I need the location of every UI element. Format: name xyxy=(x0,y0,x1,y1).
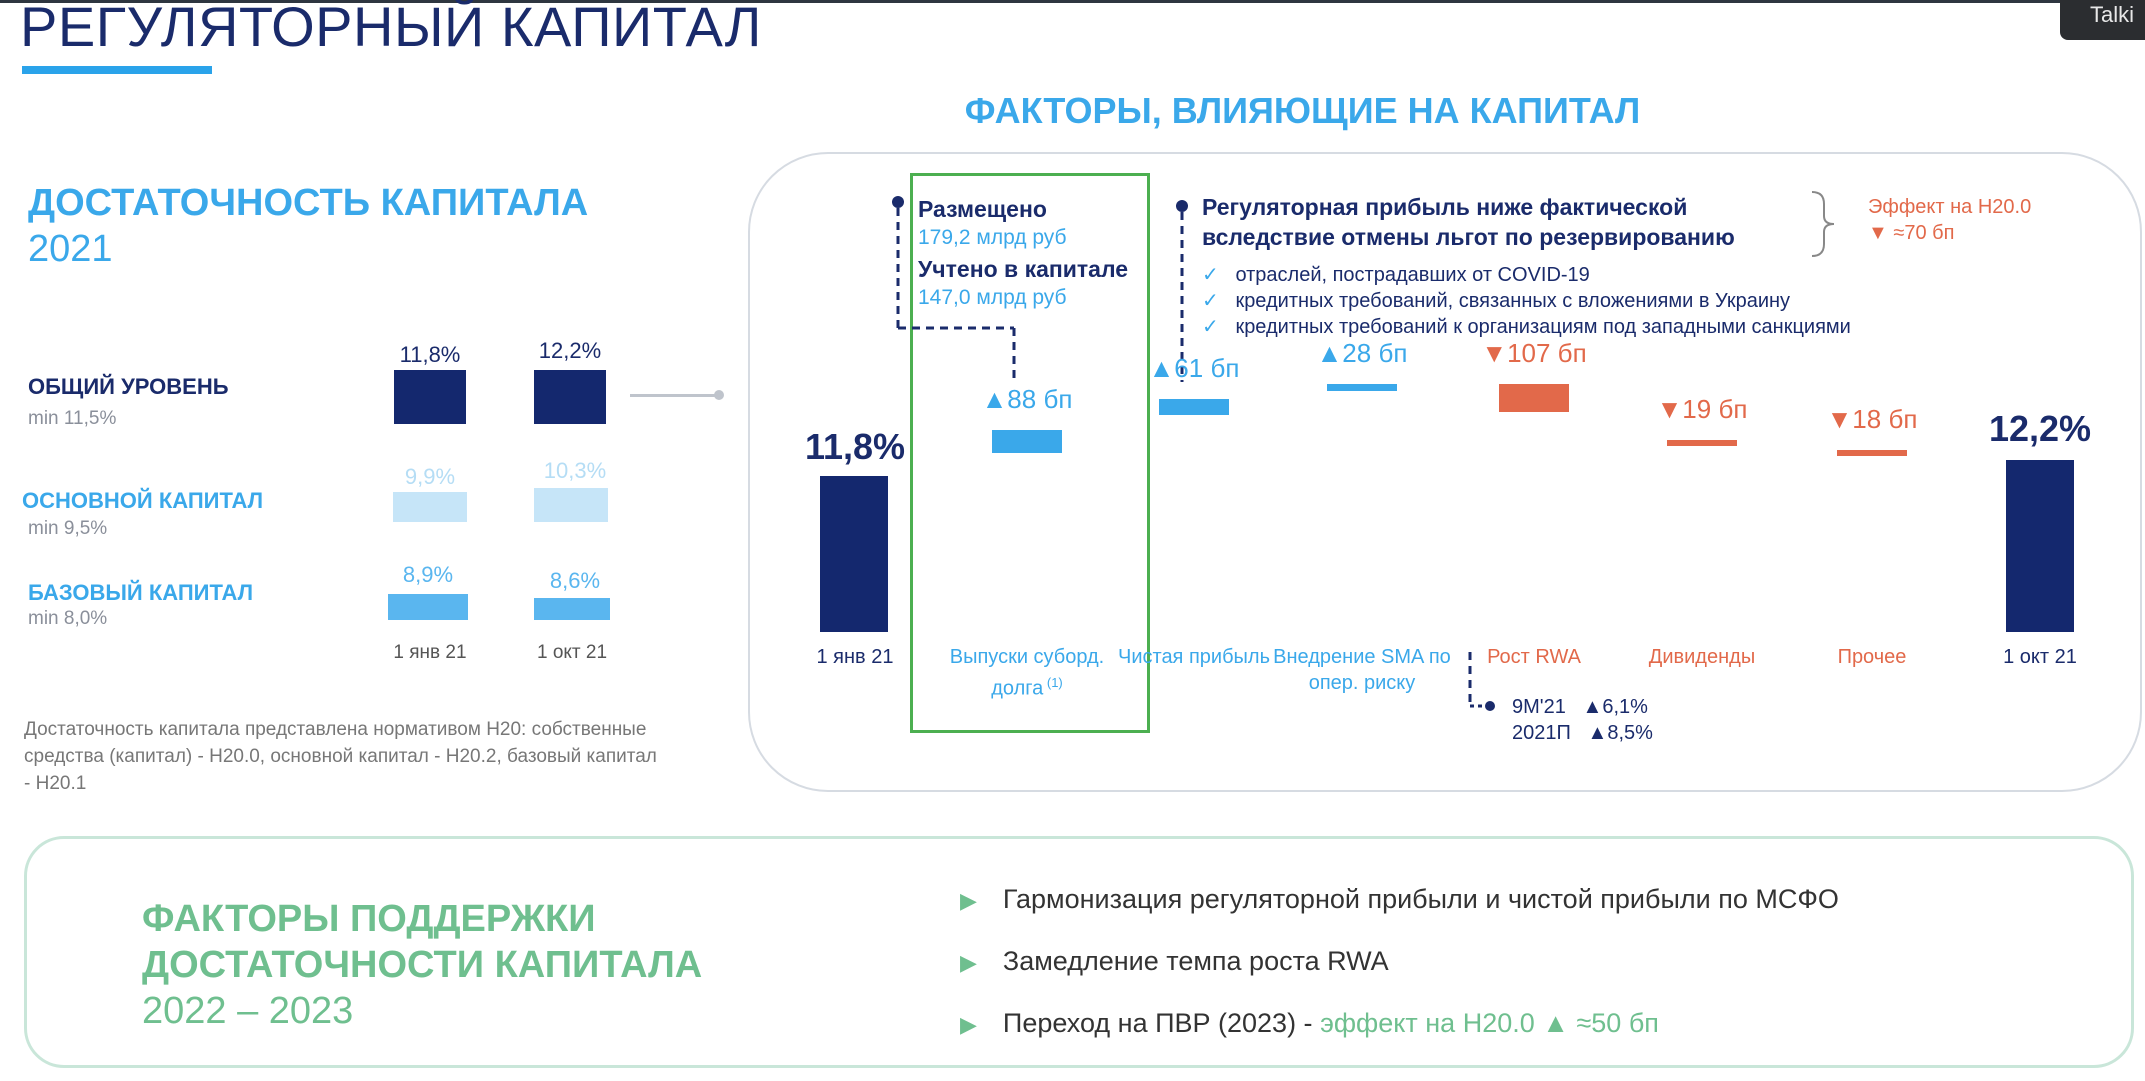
waterfall-step-category: Внедрение SMA по опер. риску xyxy=(1273,646,1451,694)
waterfall-footnote-mark: (1) xyxy=(1043,675,1063,690)
support-panel xyxy=(24,836,2134,1068)
support-item: ▶ Замедление темпа роста RWA xyxy=(960,946,1389,976)
check-icon: ✓ xyxy=(1202,316,1219,338)
waterfall-end-category: 1 окт 21 xyxy=(2003,646,2077,668)
row-core-label: ОСНОВНОЙ КАПИТАЛ xyxy=(22,488,264,513)
placed-value: 179,2 млрд руб xyxy=(918,226,1067,249)
support-years: 2022 – 2023 xyxy=(142,990,354,1032)
waterfall-start-label: 11,8% xyxy=(804,426,906,468)
support-title-2: ДОСТАТОЧНОСТИ КАПИТАЛА xyxy=(142,944,703,986)
core-bar-oct xyxy=(534,488,608,522)
adequacy-title: ДОСТАТОЧНОСТЬ КАПИТАЛА xyxy=(28,182,589,224)
waterfall-step-label: ▼19 бп xyxy=(1656,393,1748,424)
base-bar-jan xyxy=(388,594,468,620)
waterfall-step-bar xyxy=(1837,449,1907,456)
waterfall-step-bar xyxy=(992,430,1062,454)
base-value-oct: 8,6% xyxy=(549,568,601,593)
check-icon: ✓ xyxy=(1202,264,1219,286)
check-icon: ✓ xyxy=(1202,290,1219,312)
reg-profit-title-2: вследствие отмены льгот по резервировани… xyxy=(1202,224,1735,250)
rwa-callout-line xyxy=(1468,652,1495,711)
total-bar-oct xyxy=(534,370,606,424)
base-value-jan: 8,9% xyxy=(402,562,454,587)
support-item: ▶ Гармонизация регуляторной прибыли и чис… xyxy=(960,884,1839,914)
highlight-frame xyxy=(910,173,1150,733)
waterfall-step-category: Дивиденды xyxy=(1648,646,1756,668)
row-base-min: min 8,0% xyxy=(28,608,108,629)
waterfall-step-category: Рост RWA xyxy=(1487,646,1581,668)
row-core-min: min 9,5% xyxy=(28,518,108,539)
waterfall-step-bar xyxy=(1667,439,1737,446)
total-value-jan: 11,8% xyxy=(399,342,461,367)
bullet-icon: ▶ xyxy=(960,1012,977,1037)
counted-label: Учтено в капитале xyxy=(918,256,1129,282)
bullet-icon: ▶ xyxy=(960,888,977,913)
title-underline xyxy=(22,66,212,74)
core-value-oct: 10,3% xyxy=(543,458,607,483)
corner-badge[interactable]: Talki xyxy=(2060,0,2145,40)
rwa-2021p: 2021П ▲8,5% xyxy=(1512,722,1653,744)
adequacy-year: 2021 xyxy=(28,228,113,270)
waterfall-step-label: ▲88 бп xyxy=(981,384,1073,415)
waterfall-step-label: ▼18 бп xyxy=(1826,403,1918,434)
bullet-icon: ▶ xyxy=(960,950,977,975)
page-title: РЕГУЛЯТОРНЫЙ КАПИТАЛ xyxy=(20,0,762,58)
reg-profit-item: ✓ кредитных требований, связанных с влож… xyxy=(1202,290,1791,312)
placed-label: Размещено xyxy=(918,196,1047,222)
waterfall-step-label: ▲28 бп xyxy=(1316,338,1408,369)
core-value-jan: 9,9% xyxy=(404,464,456,489)
waterfall-step-category: Чистая прибыль xyxy=(1118,646,1270,668)
base-bar-oct xyxy=(534,598,610,620)
total-bar-jan xyxy=(394,370,466,424)
effect-label: Эффект на Н20.0 xyxy=(1868,196,2032,218)
top-border xyxy=(0,0,2060,3)
waterfall-step-label: ▲61 бп xyxy=(1148,352,1240,383)
connector-line xyxy=(630,394,722,397)
date-oct: 1 окт 21 xyxy=(536,642,608,663)
waterfall-end-bar xyxy=(2006,459,2074,632)
row-total-min: min 11,5% xyxy=(28,408,117,429)
waterfall-step-category: Выпуски суборд. долга (1) xyxy=(949,646,1105,700)
waterfall-start-category: 1 янв 21 xyxy=(816,646,894,668)
waterfall-step-bar xyxy=(1327,384,1397,392)
row-total-label: ОБЩИЙ УРОВЕНЬ xyxy=(28,374,229,399)
placed-callout-line xyxy=(892,196,1016,380)
effect-value: ▼ ≈70 бп xyxy=(1868,222,1955,244)
date-jan: 1 янв 21 xyxy=(393,642,467,663)
reg-profit-item: ✓ отраслей, пострадавших от COVID-19 xyxy=(1202,264,1590,286)
brace-icon xyxy=(1811,191,1835,257)
waterfall-step-category: Прочее xyxy=(1837,646,1907,668)
reg-profit-callout-line xyxy=(1176,200,1188,382)
waterfall-end-label: 12,2% xyxy=(1988,407,2092,449)
factors-title: ФАКТОРЫ, ВЛИЯЮЩИЕ НА КАПИТАЛ xyxy=(964,90,1641,131)
waterfall-step-label: ▼107 бп xyxy=(1481,338,1587,369)
factors-panel xyxy=(748,152,2142,792)
row-base-label: БАЗОВЫЙ КАПИТАЛ xyxy=(28,580,254,605)
adequacy-footnote: Достаточность капитала представлена норм… xyxy=(24,719,657,794)
total-value-oct: 12,2% xyxy=(538,338,602,363)
connector-dot xyxy=(714,390,724,400)
waterfall-step-bar xyxy=(1499,384,1569,413)
reg-profit-title-1: Регуляторная прибыль ниже фактической xyxy=(1202,194,1688,220)
core-bar-jan xyxy=(393,492,467,522)
support-title-1: ФАКТОРЫ ПОДДЕРЖКИ xyxy=(142,898,596,940)
reg-profit-item: ✓ кредитных требований к организациям по… xyxy=(1202,316,1851,338)
rwa-9m: 9М'21 ▲6,1% xyxy=(1512,696,1648,718)
waterfall-start-bar xyxy=(820,476,888,632)
waterfall-step-bar xyxy=(1159,398,1229,415)
counted-value: 147,0 млрд руб xyxy=(918,286,1067,309)
support-item: ▶ Переход на ПВР (2023) - эффект на Н20.0… xyxy=(960,1008,1659,1038)
